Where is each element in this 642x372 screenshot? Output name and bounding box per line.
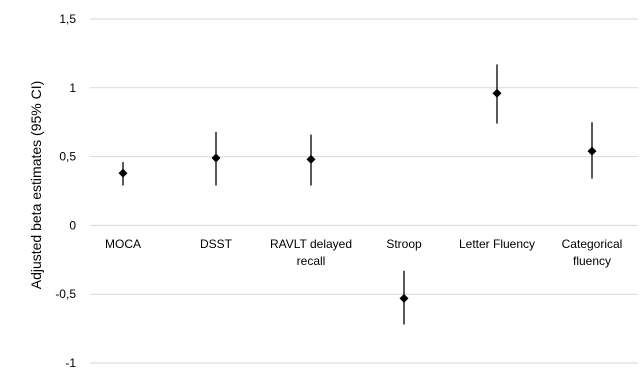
y-tick-label: 0	[69, 218, 76, 232]
point-estimate-marker	[587, 146, 597, 156]
y-axis-title: Adjusted beta estimates (95% CI)	[28, 81, 44, 290]
category-label: MOCA	[105, 237, 141, 251]
point-estimate-marker	[492, 88, 502, 98]
category-label: Letter Fluency	[459, 237, 535, 251]
point-estimate-marker	[306, 154, 316, 164]
category-label: fluency	[573, 254, 611, 268]
category-labels: MOCA DSST RAVLT delayed recall Stroop Letter …	[105, 237, 622, 268]
category-label: Stroop	[386, 237, 422, 251]
category-label: Categorical	[562, 237, 623, 251]
category-label: RAVLT delayed	[270, 237, 352, 251]
point-estimate-marker	[399, 293, 409, 303]
y-tick-label: -1	[65, 356, 76, 370]
y-tick-label: 1	[69, 81, 76, 95]
y-axis-tick-labels: 1,5 1 0,5 0 -0,5 -1	[55, 12, 76, 370]
y-tick-label: 1,5	[59, 12, 76, 26]
point-estimate-marker	[118, 168, 128, 178]
y-tick-label: -0,5	[55, 287, 76, 301]
y-tick-label: 0,5	[59, 150, 76, 164]
category-label: DSST	[200, 237, 233, 251]
point-estimate-marker	[211, 153, 221, 163]
gridlines	[90, 18, 638, 364]
category-label: recall	[297, 254, 326, 268]
data-marks	[118, 64, 597, 325]
